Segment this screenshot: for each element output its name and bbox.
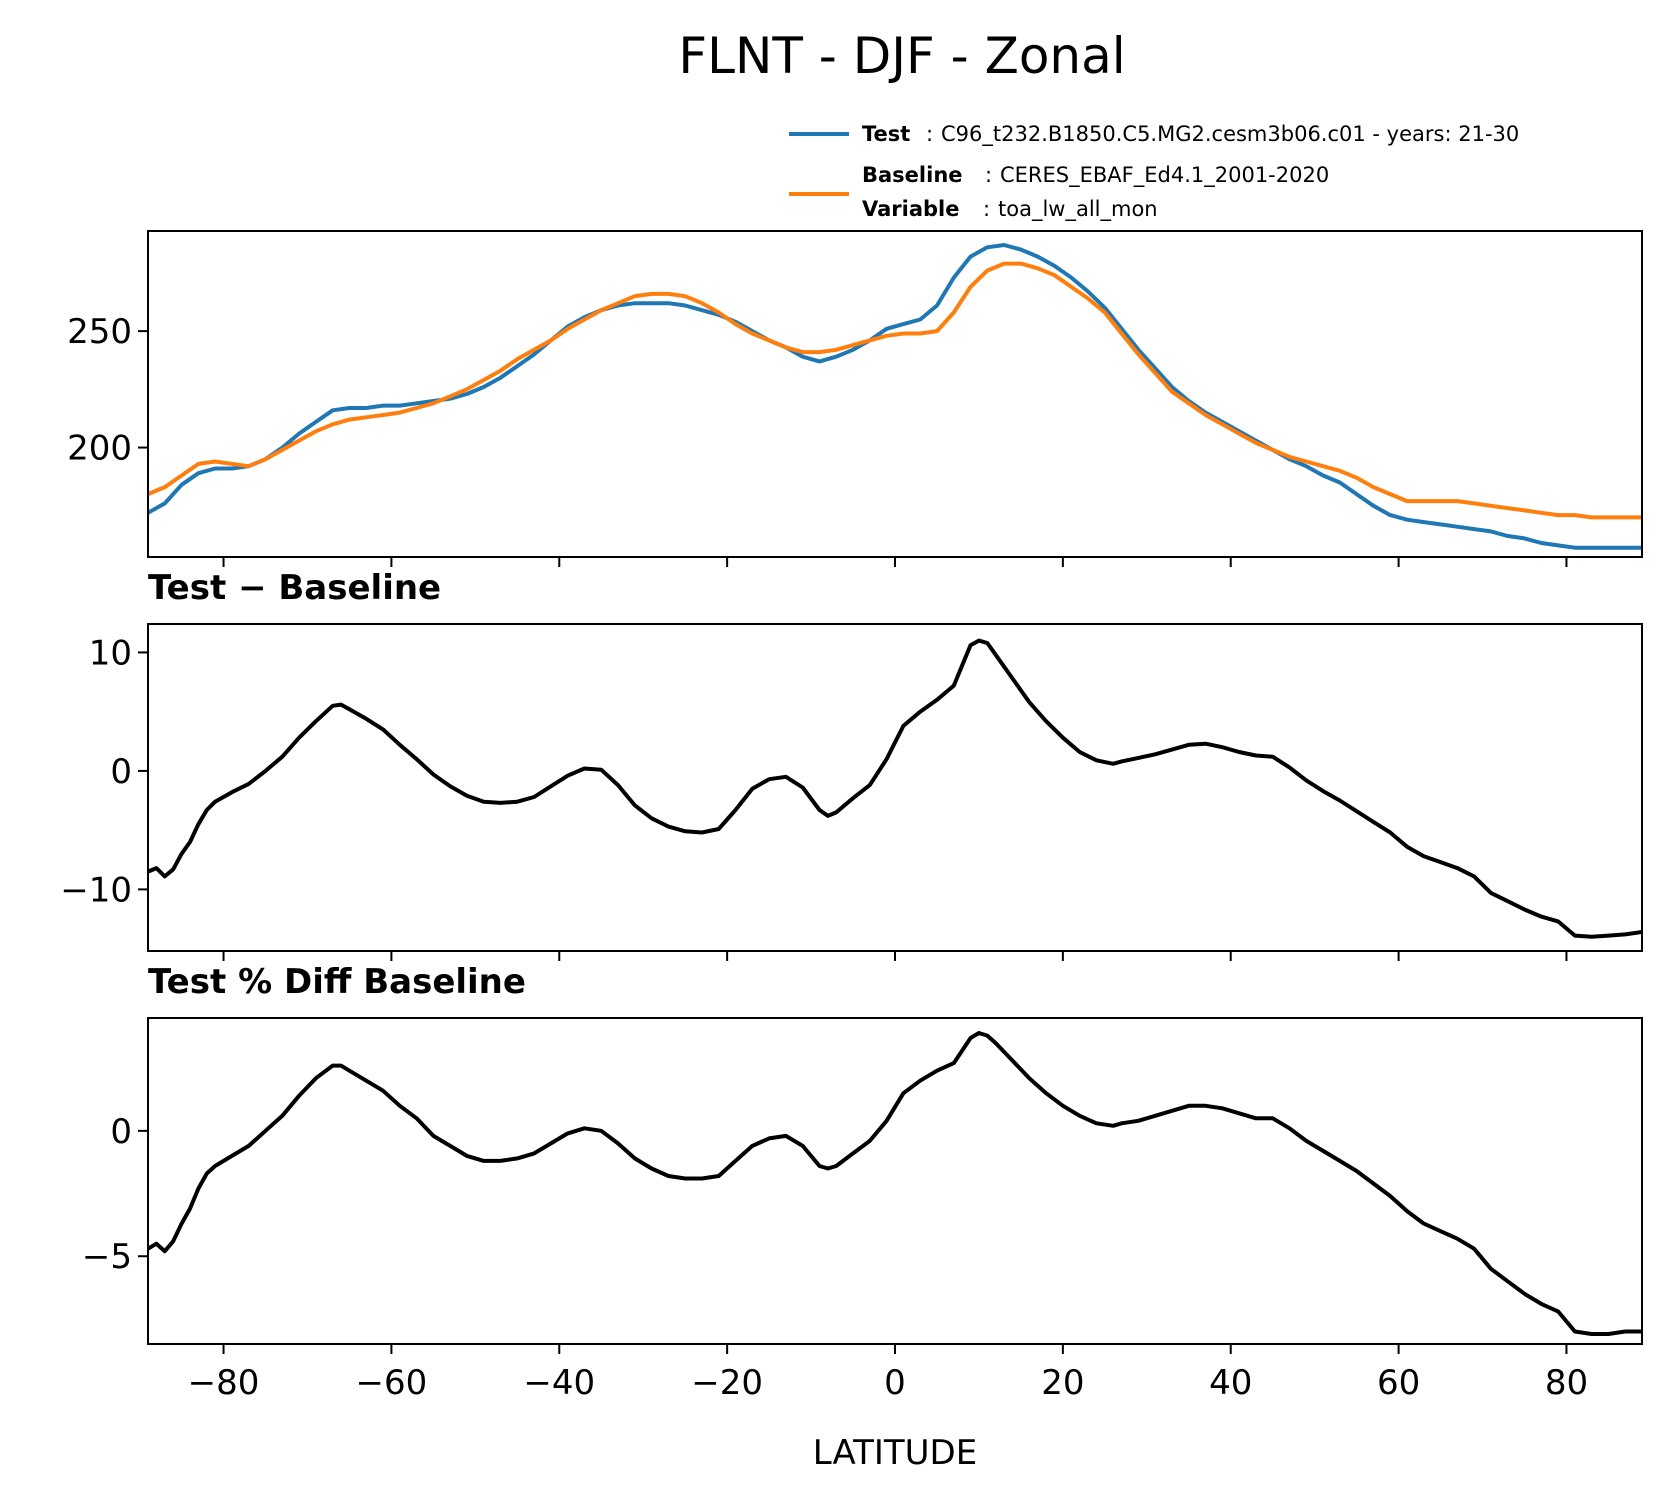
legend-baseline-text: CERES_EBAF_Ed4.1_2001-2020 xyxy=(1000,163,1329,188)
xtick-label: 0 xyxy=(884,1363,906,1403)
panel1-ytick-label: 200 xyxy=(67,429,132,469)
legend-baseline-separator: : xyxy=(985,163,992,187)
legend-test-label: Test xyxy=(862,122,910,146)
panel-2: −10 0 10 xyxy=(60,623,1643,961)
xtick-label: −40 xyxy=(523,1363,595,1403)
xtick-label: 20 xyxy=(1041,1363,1084,1403)
figure-title: FLNT - DJF - Zonal xyxy=(678,27,1125,85)
xtick-label: 40 xyxy=(1209,1363,1252,1403)
x-axis-label: LATITUDE xyxy=(813,1433,977,1473)
panel2-title: Test − Baseline xyxy=(148,568,441,608)
panel2-ytick-label: −10 xyxy=(60,870,132,910)
panel2-series-1-line xyxy=(148,638,1642,939)
legend-test-separator: : xyxy=(926,122,933,146)
panel1-series-1-line xyxy=(148,243,1642,550)
xtick-label: −80 xyxy=(188,1363,260,1403)
panel-1: 200 250 xyxy=(67,230,1643,567)
xtick-label: 60 xyxy=(1377,1363,1420,1403)
panel1-series-2-line xyxy=(148,261,1642,520)
panel3-ytick-label: 0 xyxy=(110,1112,132,1152)
legend-test-text: C96_t232.B1850.C5.MG2.cesm3b06.c01 - yea… xyxy=(941,122,1519,147)
legend-variable-separator: : xyxy=(983,197,990,221)
panel2-ytick-label: 10 xyxy=(89,633,132,673)
legend-variable-text: toa_lw_all_mon xyxy=(998,197,1158,222)
legend-baseline-label: Baseline xyxy=(862,163,963,187)
panel3-series-1-line xyxy=(148,1031,1642,1336)
xtick-label: 80 xyxy=(1545,1363,1588,1403)
panel3-ytick-label: −5 xyxy=(82,1237,132,1277)
panel-3: −5 0 −80 −60 −40 −20 0 20 40 60 80 xyxy=(82,1017,1643,1403)
panel1-ytick-label: 250 xyxy=(67,312,132,352)
xtick-label: −20 xyxy=(691,1363,763,1403)
legend: Test : C96_t232.B1850.C5.MG2.cesm3b06.c0… xyxy=(789,122,1519,222)
panel3-title: Test % Diff Baseline xyxy=(148,962,526,1002)
legend-variable-label: Variable xyxy=(862,197,959,221)
panel2-ytick-label: 0 xyxy=(110,752,132,792)
xtick-label: −60 xyxy=(356,1363,428,1403)
